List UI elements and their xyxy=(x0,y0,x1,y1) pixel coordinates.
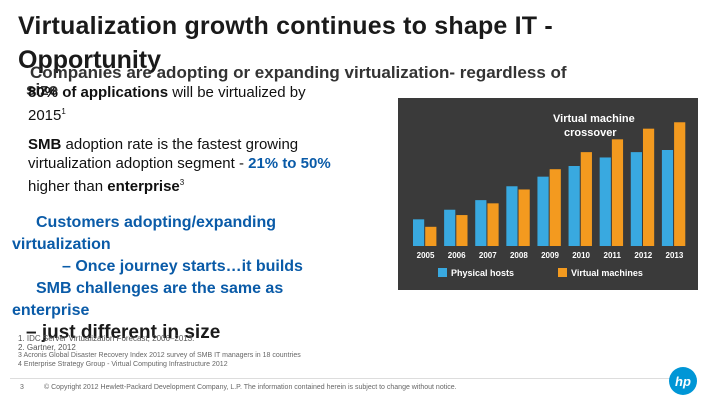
slide-title: Virtualization growth continues to shape… xyxy=(18,12,553,40)
bullet4-line3: – just different in size xyxy=(26,322,221,343)
bar-physical-2006 xyxy=(444,209,456,246)
bullet-applications: 80% of applications will be virtualized … xyxy=(28,83,378,125)
bullet4-line2: enterprise xyxy=(12,302,90,319)
bullet3-line2: virtualization xyxy=(12,236,111,253)
footer-divider xyxy=(10,378,670,379)
slide-title-line2: Opportunity xyxy=(18,46,162,74)
bullet1-rest: will be virtualized by xyxy=(168,84,306,101)
bar-physical-2007 xyxy=(475,200,487,246)
x-tick-label: 2007 xyxy=(479,251,497,260)
chart-x-ticks: 2005 2006 2007 2008 2009 2010 2011 2012 2013 xyxy=(417,251,684,260)
x-tick-label: 2013 xyxy=(666,251,684,260)
bullet3-line1: Customers adopting/expanding xyxy=(36,214,277,231)
bar-physical-2011 xyxy=(599,157,611,246)
chart-title-line1: Virtual machine xyxy=(553,113,635,125)
bar-physical-2012 xyxy=(630,152,642,246)
chart-bars xyxy=(413,122,686,246)
footnote-1: 1. IDC Server Virtualization Forecast, 2… xyxy=(18,334,195,343)
x-tick-label: 2006 xyxy=(448,251,466,260)
bar-virtual-2010 xyxy=(580,152,592,246)
bar-virtual-2013 xyxy=(674,122,686,246)
bar-physical-2009 xyxy=(537,176,549,246)
x-tick-label: 2012 xyxy=(634,251,652,260)
legend-swatch xyxy=(438,268,447,277)
bar-physical-2013 xyxy=(661,150,674,246)
bullet-smb-adoption: SMB adoption rate is the fastest growing… xyxy=(28,135,368,196)
bullet1-year: 2015 xyxy=(28,107,62,124)
x-tick-label: 2009 xyxy=(541,251,559,260)
bar-virtual-2008 xyxy=(518,189,530,246)
bar-virtual-2011 xyxy=(611,139,624,246)
legend-label: Physical hosts xyxy=(451,268,514,278)
page-number: 3 xyxy=(20,384,24,391)
hp-logo-icon: hp xyxy=(669,367,697,395)
bar-virtual-2012 xyxy=(642,128,655,246)
x-tick-label: 2005 xyxy=(417,251,435,260)
bullet2-text1: adoption rate is the fastest growing vir… xyxy=(28,136,299,172)
bar-virtual-2009 xyxy=(549,169,561,246)
x-tick-label: 2008 xyxy=(510,251,528,260)
footnote-3: 3 Acronis Global Disaster Recovery Index… xyxy=(18,352,301,359)
crossover-chart: Virtual machine crossover 2005 2006 2007 20… xyxy=(398,98,698,290)
chart-title-line2: crossover xyxy=(564,127,617,139)
bullet1-sup: 1 xyxy=(61,107,66,116)
bar-physical-2010 xyxy=(568,166,580,246)
bar-virtual-2006 xyxy=(456,215,468,246)
bullet2-text2: higher than xyxy=(28,178,108,195)
bar-physical-2005 xyxy=(413,219,425,246)
x-tick-label: 2011 xyxy=(604,251,622,260)
copyright-text: © Copyright 2012 Hewlett-Packard Develop… xyxy=(44,384,457,391)
legend-label: Virtual machines xyxy=(571,268,643,278)
bullet2-blue: 21% to 50% xyxy=(248,155,331,172)
bar-physical-2008 xyxy=(506,186,518,246)
bullet1-bold: 80% of applications xyxy=(28,84,169,101)
bullet-customers: Customers adopting/expanding virtualizat… xyxy=(12,212,352,344)
svg-text:hp: hp xyxy=(675,374,691,389)
chart-legend: Physical hosts Virtual machines xyxy=(438,268,643,278)
bullet3-line3: – Once journey starts…it builds xyxy=(62,258,303,275)
bullet2-sup: 3 xyxy=(179,178,185,187)
slide-subtitle-line2: size xyxy=(26,80,59,99)
x-tick-label: 2010 xyxy=(572,251,590,260)
legend-swatch xyxy=(558,268,567,277)
bar-virtual-2007 xyxy=(487,203,499,246)
bar-virtual-2005 xyxy=(425,226,437,246)
slide-subtitle: Companies are adopting or expanding virt… xyxy=(30,63,567,82)
footnote-4: 4 Enterprise Strategy Group - Virtual Co… xyxy=(18,361,228,368)
chart-svg: Virtual machine crossover 2005 2006 2007 20… xyxy=(413,113,686,278)
bullet2-bold1: SMB xyxy=(28,136,62,153)
bullet4-line1: SMB challenges are the same as xyxy=(36,280,284,297)
bullet2-bold2: enterprise xyxy=(107,178,180,195)
footnote-2: 2. Gartner, 2012 xyxy=(18,343,76,352)
